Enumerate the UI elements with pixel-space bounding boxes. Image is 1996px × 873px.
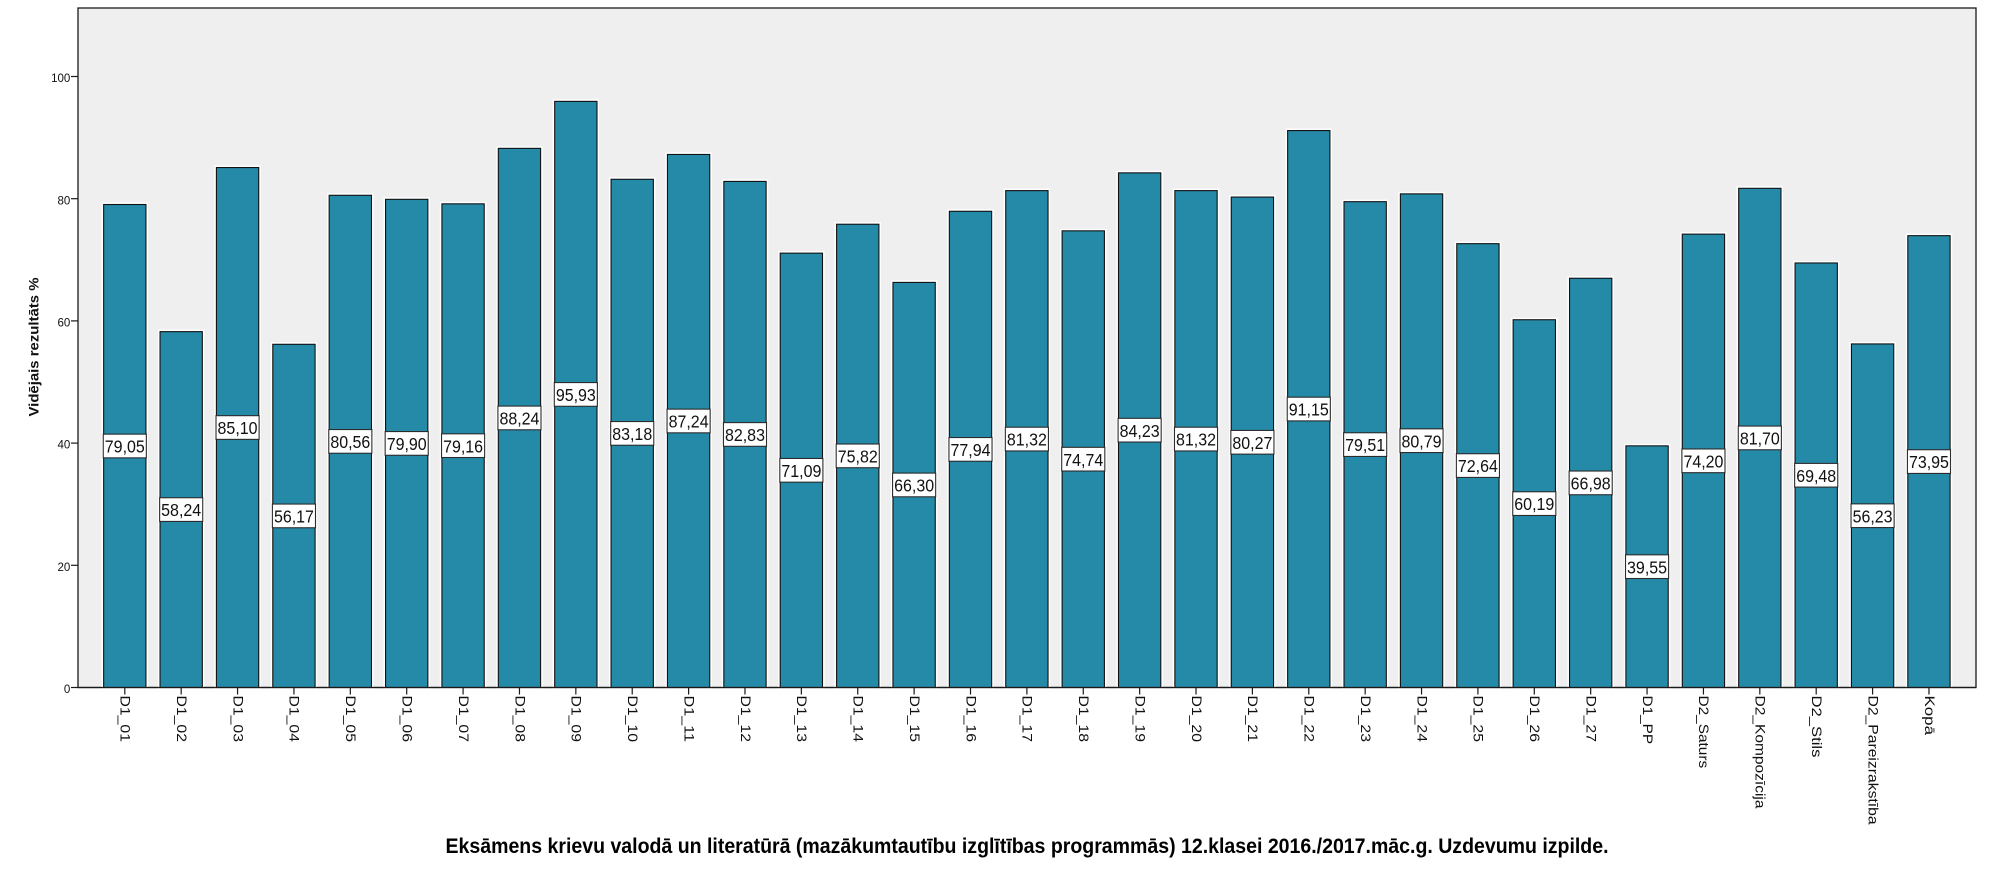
svg-text:84,23: 84,23 [1120, 421, 1160, 441]
svg-text:80: 80 [58, 195, 71, 207]
svg-text:D1_24: D1_24 [1414, 696, 1429, 743]
svg-text:D1_10: D1_10 [625, 696, 640, 743]
svg-text:82,83: 82,83 [725, 425, 765, 445]
svg-text:79,16: 79,16 [443, 436, 483, 456]
svg-text:D1_25: D1_25 [1471, 696, 1486, 743]
svg-text:83,18: 83,18 [612, 424, 652, 444]
svg-text:D1_19: D1_19 [1132, 696, 1147, 743]
svg-text:D1_12: D1_12 [738, 696, 753, 743]
svg-text:74,20: 74,20 [1683, 451, 1723, 471]
svg-text:D2_Stils: D2_Stils [1809, 696, 1824, 758]
svg-text:Vidējais rezultāts %: Vidējais rezultāts % [26, 277, 42, 417]
svg-text:0: 0 [64, 684, 70, 696]
svg-text:69,48: 69,48 [1796, 466, 1836, 486]
svg-text:80,79: 80,79 [1402, 431, 1442, 451]
svg-text:D1_22: D1_22 [1302, 696, 1317, 743]
svg-text:D1_04: D1_04 [287, 696, 302, 743]
svg-text:79,90: 79,90 [387, 434, 427, 454]
svg-text:D1_01: D1_01 [118, 696, 133, 743]
svg-text:88,24: 88,24 [499, 409, 539, 429]
svg-text:D1_06: D1_06 [400, 696, 415, 743]
svg-text:D1_20: D1_20 [1189, 696, 1204, 743]
svg-text:79,51: 79,51 [1345, 435, 1385, 455]
svg-text:D2_Pareizrakstība: D2_Pareizrakstība [1865, 696, 1880, 826]
svg-text:D1_23: D1_23 [1358, 696, 1373, 743]
svg-text:D1_14: D1_14 [851, 696, 866, 743]
svg-text:95,93: 95,93 [556, 385, 596, 405]
svg-text:D1_13: D1_13 [794, 696, 809, 743]
svg-text:80,56: 80,56 [330, 432, 370, 452]
svg-text:Eksāmens krievu valodā un lite: Eksāmens krievu valodā un literatūrā (ma… [446, 835, 1609, 858]
svg-text:56,17: 56,17 [274, 507, 314, 527]
svg-text:87,24: 87,24 [669, 412, 709, 432]
svg-text:D1_16: D1_16 [963, 696, 978, 743]
svg-text:81,32: 81,32 [1007, 430, 1047, 450]
svg-text:D1_PP: D1_PP [1640, 696, 1655, 745]
svg-text:D1_17: D1_17 [1020, 696, 1035, 743]
svg-text:D1_11: D1_11 [681, 696, 696, 743]
svg-text:20: 20 [58, 562, 71, 574]
svg-text:72,64: 72,64 [1458, 456, 1498, 476]
svg-text:81,32: 81,32 [1176, 430, 1216, 450]
svg-text:80,27: 80,27 [1232, 433, 1272, 453]
svg-text:81,70: 81,70 [1740, 429, 1780, 449]
svg-text:74,74: 74,74 [1063, 450, 1103, 470]
svg-text:66,30: 66,30 [894, 476, 934, 496]
svg-text:75,82: 75,82 [838, 446, 878, 466]
svg-text:D1_27: D1_27 [1583, 696, 1598, 743]
svg-text:66,98: 66,98 [1571, 473, 1611, 493]
svg-text:40: 40 [58, 440, 71, 452]
svg-text:D1_02: D1_02 [174, 696, 189, 743]
svg-text:58,24: 58,24 [161, 500, 201, 520]
svg-text:D1_09: D1_09 [569, 696, 584, 743]
svg-text:D2_Saturs: D2_Saturs [1696, 696, 1711, 769]
svg-text:60,19: 60,19 [1514, 494, 1554, 514]
svg-text:91,15: 91,15 [1289, 400, 1329, 420]
svg-text:56,23: 56,23 [1853, 506, 1893, 526]
svg-text:D1_05: D1_05 [343, 696, 358, 743]
svg-text:D1_03: D1_03 [230, 696, 245, 743]
svg-text:D1_07: D1_07 [456, 696, 471, 743]
svg-text:D1_21: D1_21 [1245, 696, 1260, 743]
svg-text:60: 60 [58, 318, 71, 330]
svg-text:D2_Kompozīcija: D2_Kompozīcija [1753, 696, 1768, 810]
svg-text:D1_26: D1_26 [1527, 696, 1542, 743]
svg-text:Kopā: Kopā [1922, 696, 1937, 736]
svg-text:79,05: 79,05 [105, 437, 145, 457]
svg-text:100: 100 [51, 73, 70, 85]
svg-text:39,55: 39,55 [1627, 557, 1667, 577]
svg-text:73,95: 73,95 [1909, 452, 1949, 472]
svg-text:77,94: 77,94 [951, 440, 991, 460]
svg-text:D1_15: D1_15 [907, 696, 922, 743]
svg-text:71,09: 71,09 [781, 461, 821, 481]
svg-text:D1_08: D1_08 [512, 696, 527, 743]
svg-text:85,10: 85,10 [218, 418, 258, 438]
svg-text:D1_18: D1_18 [1076, 696, 1091, 743]
